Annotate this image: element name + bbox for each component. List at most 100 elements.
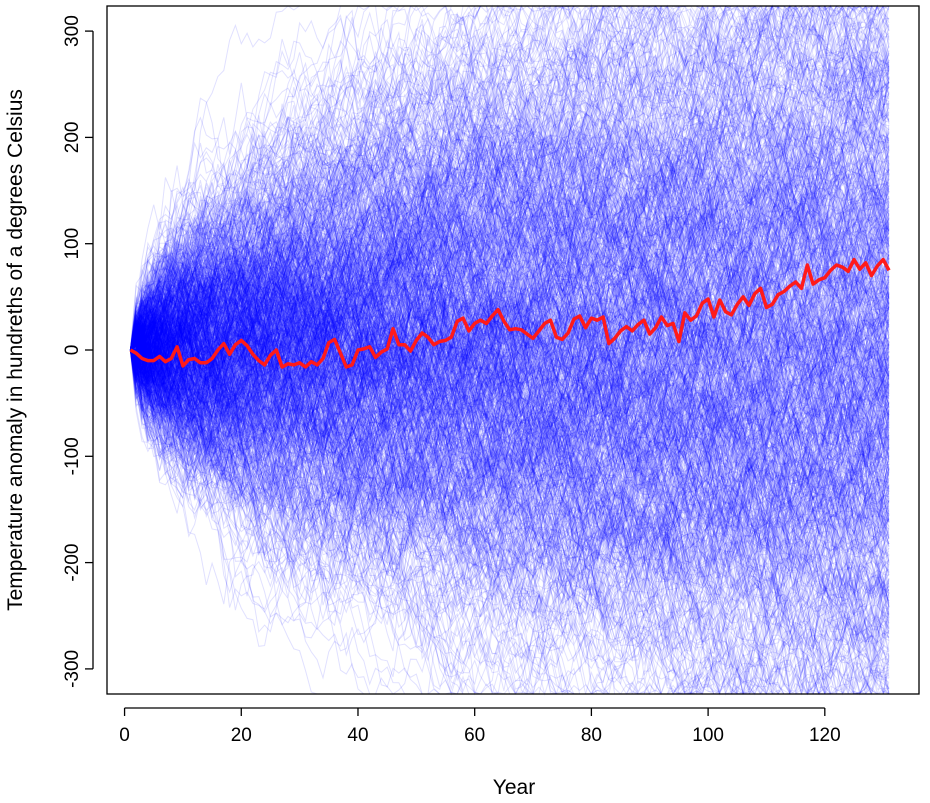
ensemble-trace — [130, 100, 890, 377]
ensemble-trace — [129, 156, 890, 394]
ensemble-trace — [130, 342, 890, 602]
ensemble-trace — [129, 19, 890, 436]
ensemble-trace — [129, 258, 890, 593]
ensemble-trace — [129, 35, 890, 379]
ensemble-trace — [129, 295, 890, 654]
ensemble-trace — [129, 243, 890, 494]
ensemble-trace — [129, 68, 890, 508]
x-axis-title: Year — [493, 776, 535, 799]
ensemble-trace — [129, 29, 890, 509]
ensemble-trace — [129, 297, 890, 625]
ensemble-trace — [129, 222, 890, 503]
ensemble-trace — [129, 128, 890, 415]
ensemble-trace — [129, 257, 890, 451]
ensemble-trace — [129, 336, 890, 518]
ensemble-trace — [130, 330, 890, 582]
ensemble-trace — [130, 101, 890, 357]
ensemble-trace — [129, 35, 890, 410]
ensemble-trace — [129, 220, 890, 420]
ensemble-trace — [130, 328, 890, 695]
ensemble-trace — [129, 340, 890, 601]
ensemble-trace — [129, 4, 890, 527]
ensemble-trace — [129, 323, 890, 696]
ensemble-trace — [129, 265, 890, 537]
ensemble-trace — [129, 187, 890, 508]
ensemble-trace — [129, 36, 890, 351]
ensemble-trace — [130, 16, 890, 510]
ensemble-trace — [129, 349, 890, 695]
ensemble-trace — [130, 291, 890, 622]
ensemble-trace — [129, 139, 890, 355]
ensemble-trace — [129, 50, 890, 374]
ensemble-trace — [129, 212, 890, 416]
ensemble-trace — [129, 285, 890, 555]
ensemble-trace — [129, 169, 890, 388]
ensemble-trace — [129, 307, 890, 556]
ensemble-trace — [129, 280, 890, 652]
ensemble-trace — [130, 159, 890, 402]
ensemble-trace — [129, 154, 890, 448]
ensemble-trace — [129, 294, 890, 487]
ensemble-trace — [129, 4, 890, 373]
ensemble-trace — [130, 192, 890, 390]
ensemble-trace — [130, 41, 890, 375]
ensemble-trace — [129, 349, 890, 695]
ensemble-trace — [129, 237, 890, 590]
ensemble-trace — [129, 149, 890, 471]
ensemble-trace — [129, 190, 890, 458]
ensemble-trace — [129, 316, 890, 636]
ensemble-trace — [129, 153, 890, 433]
ensemble-trace — [130, 302, 890, 617]
ensemble-trace — [130, 184, 890, 413]
ensemble-trace — [129, 297, 890, 696]
ensemble-trace — [129, 343, 889, 695]
ensemble-trace — [130, 46, 890, 406]
x-tick-label: 20 — [231, 725, 252, 746]
ensemble-trace — [129, 212, 890, 602]
ensemble-trace — [129, 190, 890, 507]
ensemble-trace — [130, 212, 890, 591]
ensemble-trace — [129, 287, 890, 643]
ensemble-trace — [129, 112, 890, 421]
ensemble-trace — [129, 264, 890, 552]
ensemble-trace — [130, 342, 889, 696]
ensemble-trace — [129, 201, 890, 554]
ensemble-trace — [129, 272, 890, 515]
ensemble-trace — [129, 148, 890, 408]
ensemble-trace — [130, 252, 890, 695]
ensemble-trace — [129, 295, 890, 663]
ensemble-trace — [130, 306, 890, 608]
ensemble-trace — [129, 269, 890, 611]
ensemble-trace — [129, 115, 890, 490]
ensemble-trace — [129, 349, 890, 669]
ensemble-trace — [129, 29, 890, 418]
ensemble-trace — [129, 193, 890, 570]
ensemble-trace — [129, 300, 890, 601]
ensemble-trace — [129, 30, 890, 351]
ensemble-trace — [129, 313, 890, 548]
x-tick-label: 0 — [119, 725, 130, 746]
ensemble-trace — [129, 162, 890, 520]
ensemble-trace — [129, 198, 890, 486]
ensemble-trace — [130, 220, 890, 446]
ensemble-trace — [129, 259, 890, 578]
ensemble-trace — [129, 143, 890, 423]
ensemble-trace — [130, 38, 890, 382]
ensemble-trace — [129, 217, 890, 384]
ensemble-trace — [129, 168, 890, 439]
ensemble-trace — [129, 349, 890, 620]
ensemble-trace — [129, 171, 890, 351]
ensemble-trace — [130, 278, 890, 557]
ensemble-trace — [129, 5, 890, 351]
ensemble-trace — [129, 97, 890, 404]
ensemble-trace — [129, 10, 890, 391]
ensemble-trace — [129, 321, 890, 554]
ensemble-trace — [129, 265, 890, 619]
ensemble-trace — [130, 258, 890, 568]
ensemble-trace — [130, 264, 890, 537]
ensemble-trace — [129, 163, 890, 529]
ensemble-trace — [130, 283, 890, 491]
ensemble-trace — [129, 278, 890, 537]
ensemble-trace — [130, 232, 890, 408]
x-tick-label: 80 — [581, 725, 602, 746]
